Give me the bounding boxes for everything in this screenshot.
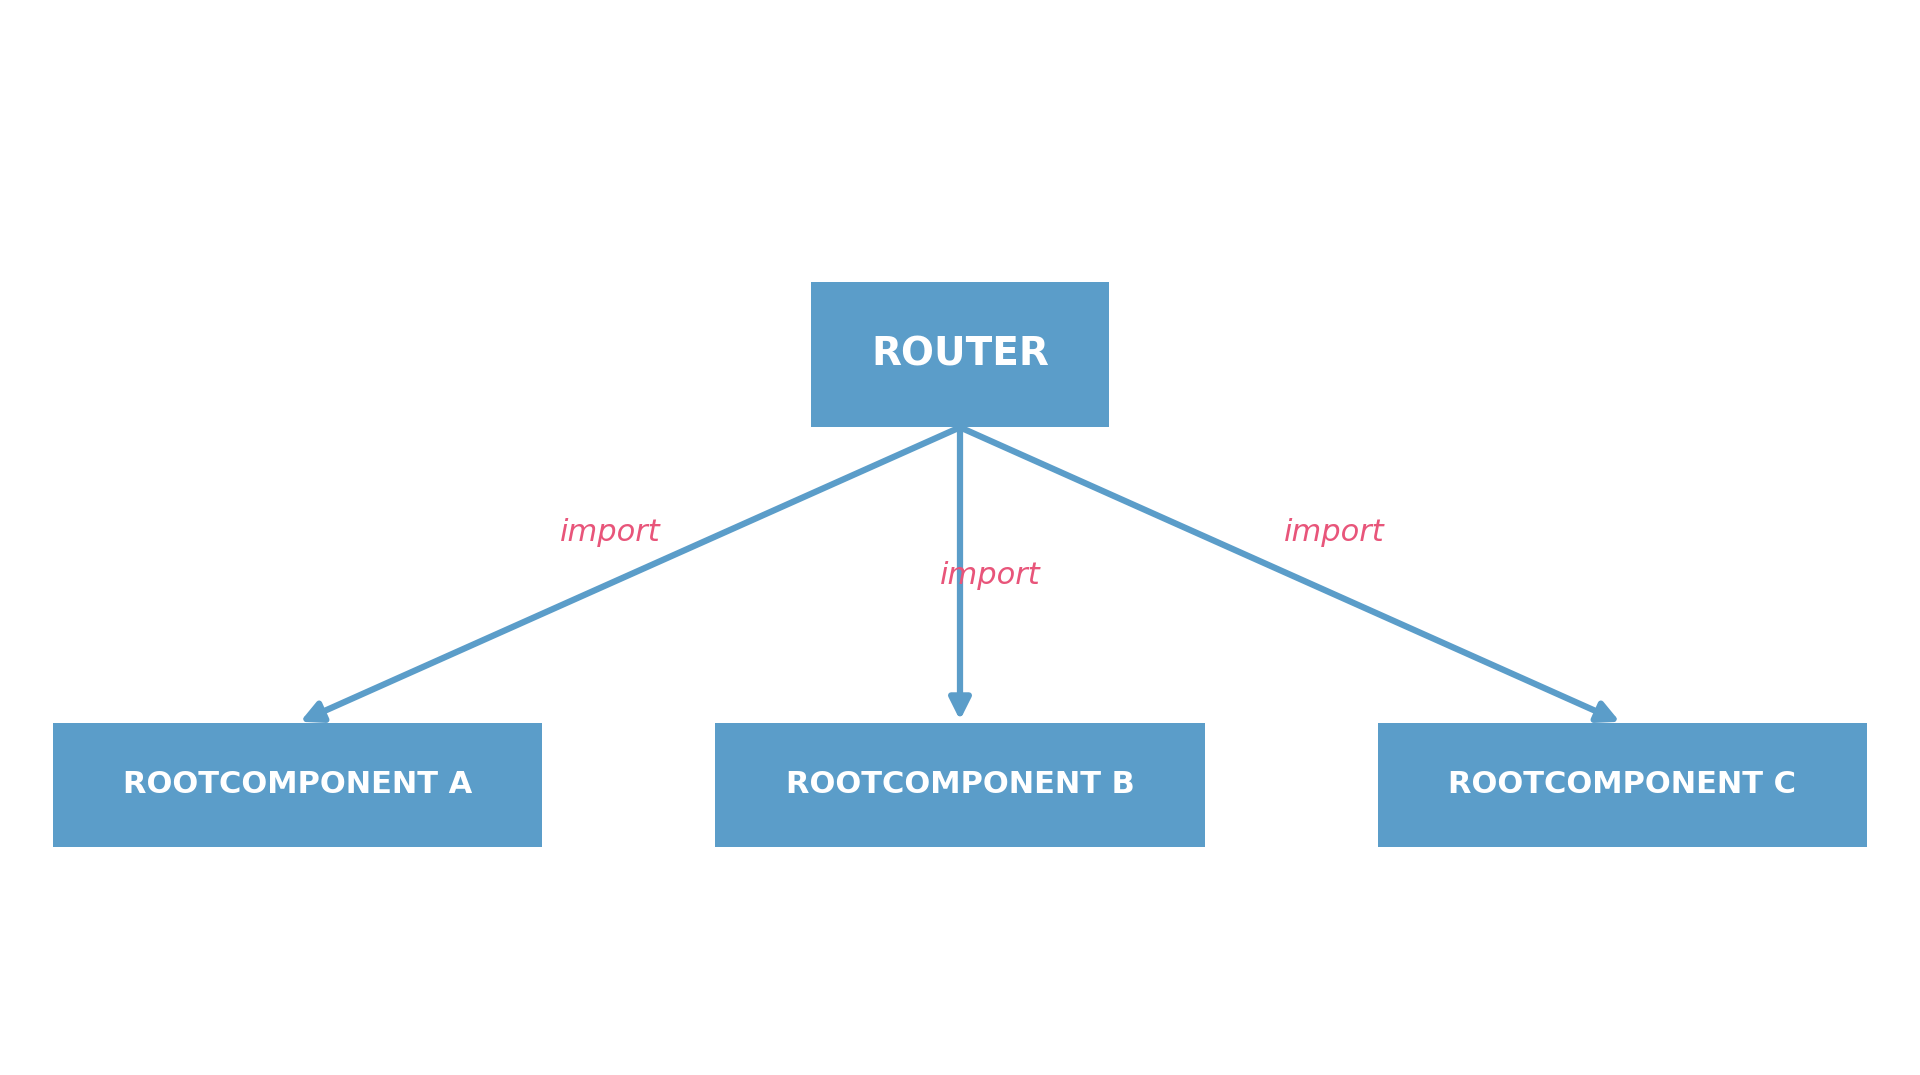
Text: import: import (941, 561, 1041, 589)
FancyBboxPatch shape (714, 722, 1206, 847)
FancyBboxPatch shape (1379, 722, 1866, 847)
Text: import: import (1284, 518, 1384, 546)
Text: ROUTER: ROUTER (872, 335, 1048, 374)
Text: ROOTCOMPONENT A: ROOTCOMPONENT A (123, 771, 472, 799)
FancyBboxPatch shape (810, 282, 1110, 427)
Text: import: import (561, 518, 660, 546)
FancyBboxPatch shape (52, 722, 541, 847)
Text: ROOTCOMPONENT B: ROOTCOMPONENT B (785, 771, 1135, 799)
Text: ROOTCOMPONENT C: ROOTCOMPONENT C (1448, 771, 1797, 799)
